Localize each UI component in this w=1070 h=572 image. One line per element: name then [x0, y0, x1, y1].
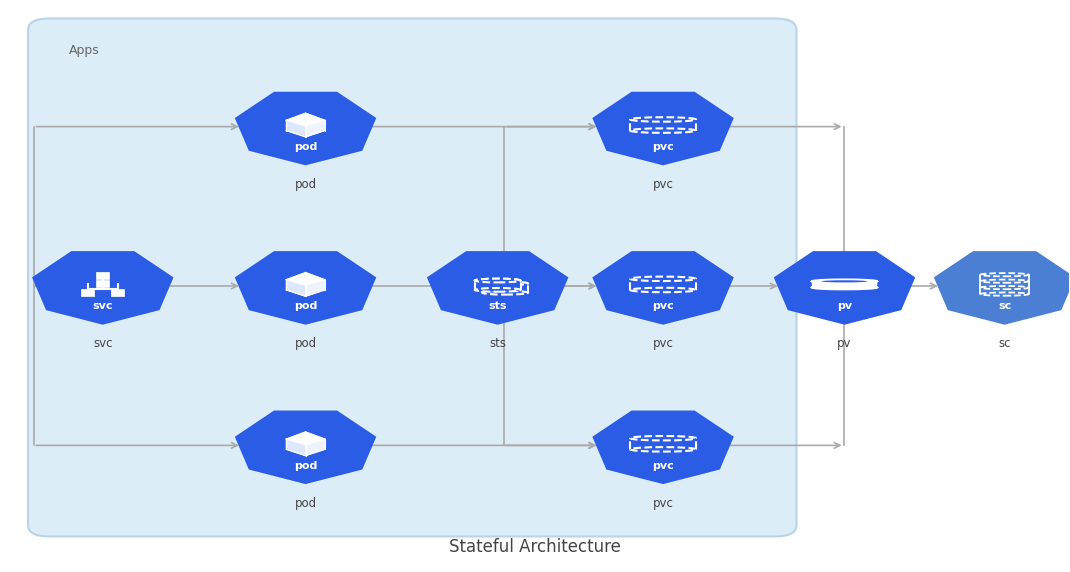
Polygon shape	[593, 411, 734, 484]
Polygon shape	[593, 251, 734, 325]
Text: pod: pod	[294, 337, 317, 350]
Text: pod: pod	[294, 496, 317, 510]
Polygon shape	[427, 251, 568, 325]
Text: svc: svc	[93, 337, 112, 350]
Text: pod: pod	[294, 178, 317, 191]
Polygon shape	[306, 280, 325, 296]
Polygon shape	[32, 251, 173, 325]
Text: pvc: pvc	[653, 496, 673, 510]
Polygon shape	[306, 439, 325, 456]
Polygon shape	[234, 92, 377, 165]
FancyBboxPatch shape	[28, 18, 796, 537]
Polygon shape	[286, 113, 325, 126]
Text: pv: pv	[837, 301, 852, 311]
Text: pvc: pvc	[653, 460, 674, 471]
Text: Apps: Apps	[68, 44, 100, 57]
Text: sts: sts	[488, 301, 507, 311]
Text: sts: sts	[489, 337, 506, 350]
Text: pvc: pvc	[653, 301, 674, 311]
Polygon shape	[234, 251, 377, 325]
Text: pvc: pvc	[653, 142, 674, 152]
Polygon shape	[934, 251, 1070, 325]
Text: svc: svc	[92, 301, 113, 311]
Bar	[96, 280, 109, 287]
Polygon shape	[306, 120, 325, 137]
Text: pod: pod	[294, 142, 317, 152]
Bar	[812, 281, 877, 288]
Ellipse shape	[475, 279, 520, 283]
Bar	[111, 289, 124, 296]
Text: sc: sc	[998, 301, 1011, 311]
Polygon shape	[593, 92, 734, 165]
Text: pod: pod	[294, 460, 317, 471]
Text: pod: pod	[294, 301, 317, 311]
Polygon shape	[774, 251, 915, 325]
Ellipse shape	[812, 280, 877, 283]
Ellipse shape	[475, 279, 520, 283]
Text: pvc: pvc	[653, 178, 673, 191]
Bar	[96, 272, 109, 279]
Ellipse shape	[822, 280, 868, 283]
Ellipse shape	[475, 288, 520, 292]
Polygon shape	[286, 432, 325, 444]
Polygon shape	[286, 280, 306, 296]
Bar	[475, 280, 520, 290]
Ellipse shape	[812, 285, 877, 289]
Text: sc: sc	[998, 337, 1011, 350]
Polygon shape	[234, 411, 377, 484]
Polygon shape	[286, 272, 325, 285]
Polygon shape	[286, 439, 306, 456]
Text: pvc: pvc	[653, 337, 673, 350]
Bar	[81, 289, 94, 296]
Text: Stateful Architecture: Stateful Architecture	[449, 538, 621, 557]
Text: pv: pv	[837, 337, 852, 350]
Polygon shape	[286, 120, 306, 137]
